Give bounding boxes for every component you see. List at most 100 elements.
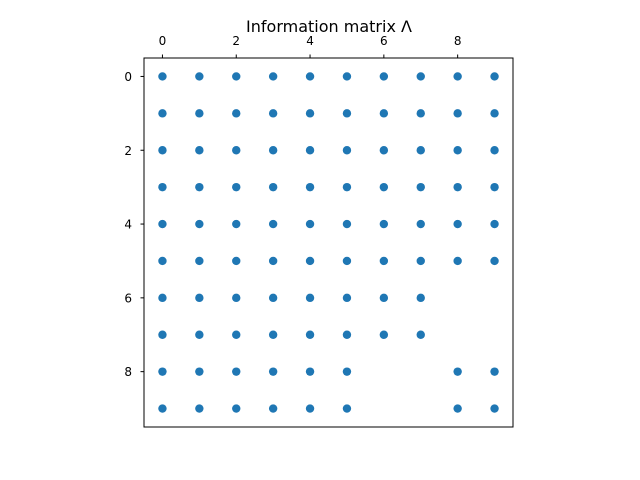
data-point <box>379 72 389 81</box>
data-point <box>268 330 278 339</box>
data-point <box>268 182 278 192</box>
data-point <box>232 330 241 339</box>
data-point <box>232 72 241 81</box>
data-point <box>416 330 425 339</box>
data-point <box>232 404 241 413</box>
data-point <box>268 256 278 266</box>
data-point <box>195 330 204 339</box>
data-point <box>195 182 204 192</box>
data-point <box>416 109 425 118</box>
data-point <box>490 182 499 192</box>
data-point <box>305 182 315 192</box>
axes-frame <box>143 57 514 428</box>
data-point <box>379 146 389 155</box>
data-point <box>453 109 462 118</box>
y-tick-label: 2 <box>124 144 132 158</box>
data-point <box>305 109 315 118</box>
data-point <box>158 146 167 155</box>
data-point <box>490 219 499 229</box>
data-point <box>195 367 204 376</box>
data-point <box>416 256 425 266</box>
data-point <box>342 330 352 339</box>
data-point <box>453 367 462 376</box>
data-point <box>453 182 462 192</box>
data-point <box>490 72 499 81</box>
data-point <box>379 109 389 118</box>
data-point <box>416 72 425 81</box>
data-point <box>305 146 315 155</box>
data-point <box>268 367 278 376</box>
data-point <box>305 330 315 339</box>
data-point <box>342 182 352 192</box>
data-point <box>342 146 352 155</box>
y-tick-label: 4 <box>124 218 132 232</box>
data-point <box>268 293 278 303</box>
data-point <box>232 146 241 155</box>
data-point <box>268 72 278 81</box>
data-point <box>305 256 315 266</box>
y-tick-label: 0 <box>124 70 132 84</box>
data-point <box>158 72 167 81</box>
data-point <box>158 404 167 413</box>
data-point <box>158 293 167 303</box>
data-point <box>490 367 499 376</box>
data-point <box>232 219 241 229</box>
data-point <box>453 256 462 266</box>
data-point <box>195 146 204 155</box>
points-layer <box>158 72 499 413</box>
y-axis-left: 0 2 4 6 8 <box>124 70 144 379</box>
x-tick-label: 0 <box>159 34 167 48</box>
data-point <box>416 146 425 155</box>
data-point <box>195 72 204 81</box>
data-point <box>416 219 425 229</box>
data-point <box>232 109 241 118</box>
data-point <box>342 72 352 81</box>
x-axis-top: 0 2 4 6 8 <box>159 34 462 58</box>
data-point <box>158 256 167 266</box>
data-point <box>342 256 352 266</box>
x-tick-label: 2 <box>232 34 240 48</box>
data-point <box>490 404 499 413</box>
data-point <box>379 182 389 192</box>
data-point <box>268 404 278 413</box>
data-point <box>305 293 315 303</box>
data-point <box>416 293 425 303</box>
data-point <box>490 256 499 266</box>
data-point <box>342 293 352 303</box>
y-tick-label: 8 <box>124 365 132 379</box>
data-point <box>379 293 389 303</box>
data-point <box>158 367 167 376</box>
data-point <box>342 109 352 118</box>
data-point <box>379 330 389 339</box>
data-point <box>453 146 462 155</box>
data-point <box>379 256 389 266</box>
data-point <box>305 72 315 81</box>
x-tick-label: 4 <box>306 34 314 48</box>
data-point <box>195 219 204 229</box>
data-point <box>379 219 389 229</box>
data-point <box>268 109 278 118</box>
data-point <box>195 109 204 118</box>
data-point <box>453 72 462 81</box>
data-point <box>232 256 241 266</box>
data-point <box>195 293 204 303</box>
x-tick-label: 8 <box>454 34 462 48</box>
data-point <box>232 182 241 192</box>
data-point <box>195 256 204 266</box>
data-point <box>490 146 499 155</box>
data-point <box>305 219 315 229</box>
data-point <box>268 219 278 229</box>
y-tick-label: 6 <box>124 291 132 305</box>
data-point <box>453 404 462 413</box>
x-tick-label: 6 <box>380 34 388 48</box>
data-point <box>305 404 315 413</box>
data-point <box>490 109 499 118</box>
data-point <box>342 367 352 376</box>
data-point <box>305 367 315 376</box>
data-point <box>453 219 462 229</box>
data-point <box>416 182 425 192</box>
data-point <box>342 219 352 229</box>
data-point <box>232 367 241 376</box>
